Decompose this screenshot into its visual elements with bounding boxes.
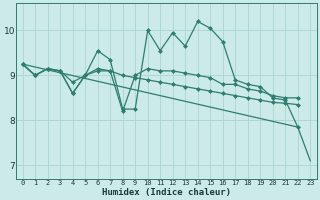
X-axis label: Humidex (Indice chaleur): Humidex (Indice chaleur) <box>102 188 231 197</box>
